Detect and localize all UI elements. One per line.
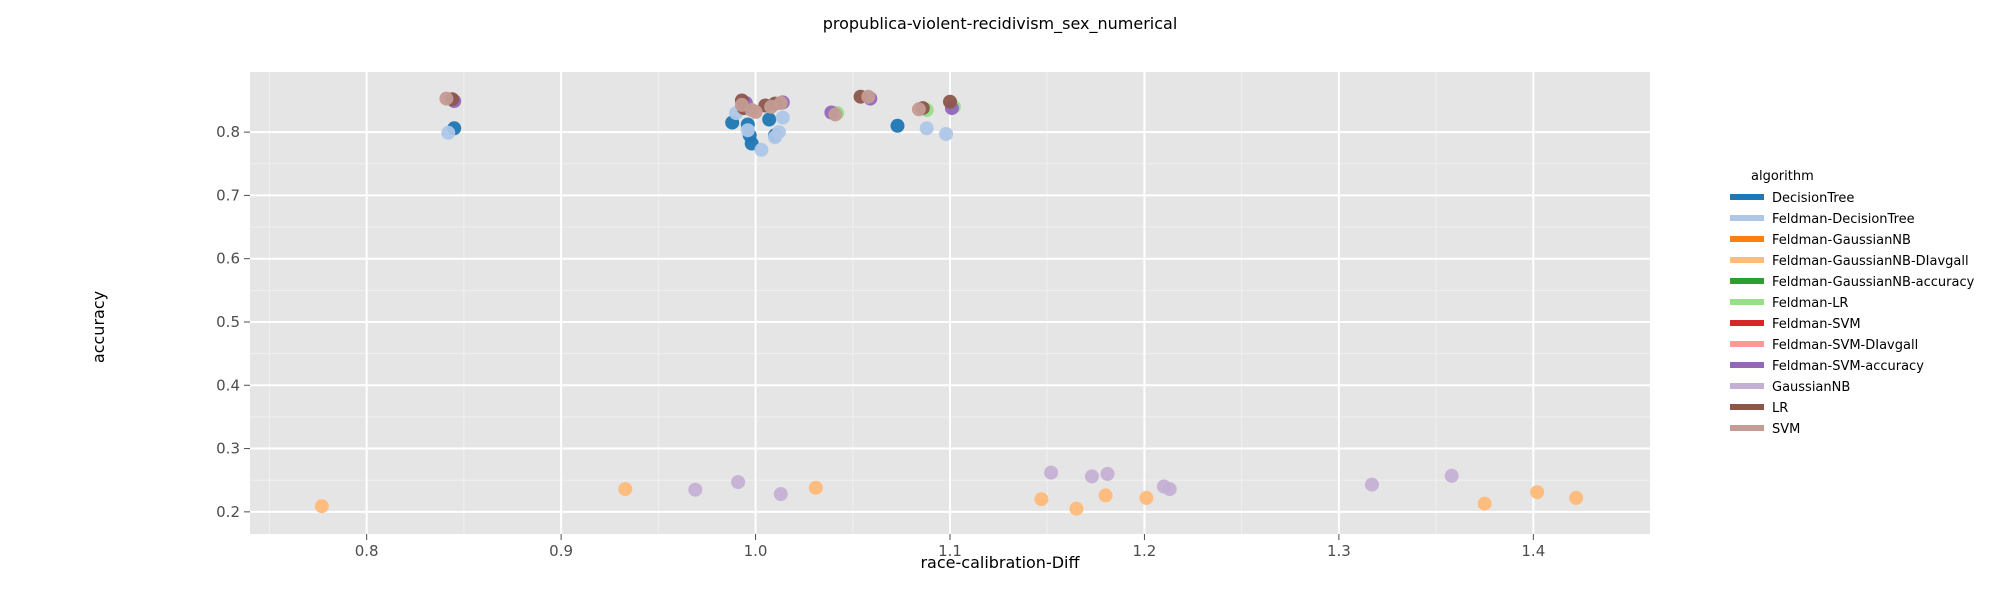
- data-point: [919, 121, 934, 136]
- data-point: [1100, 466, 1115, 481]
- data-point: [911, 102, 926, 117]
- data-point: [1444, 468, 1459, 483]
- legend-swatch: [1730, 425, 1764, 431]
- data-point: [439, 91, 454, 106]
- x-tick-label: 1.2: [1133, 542, 1157, 560]
- data-point: [1569, 490, 1584, 505]
- x-tick-label: 1.4: [1521, 542, 1545, 560]
- y-tick-label: 0.8: [216, 123, 240, 141]
- legend-entry-label: Feldman-SVM: [1772, 317, 1861, 332]
- legend-swatch: [1730, 278, 1764, 284]
- legend-entry-label: Feldman-LR: [1772, 296, 1848, 311]
- data-point: [808, 480, 823, 495]
- data-point: [1069, 501, 1084, 516]
- data-point: [773, 487, 788, 502]
- legend-entry-label: Feldman-GaussianNB-DIavgall: [1772, 254, 1969, 269]
- legend-entry-label: Feldman-SVM-DIavgall: [1772, 338, 1918, 353]
- legend-entry-label: GaussianNB: [1772, 380, 1850, 395]
- data-points: [314, 89, 1584, 516]
- y-tick-label: 0.4: [216, 376, 240, 394]
- y-tick-label: 0.3: [216, 440, 240, 458]
- x-tick-label: 0.9: [549, 542, 573, 560]
- data-point: [618, 482, 633, 497]
- data-point: [943, 94, 957, 109]
- y-tick-label: 0.5: [216, 313, 240, 331]
- x-tick-label: 1.1: [938, 542, 962, 560]
- y-tick-label: 0.6: [216, 250, 240, 268]
- data-point: [775, 110, 790, 125]
- legend-swatch: [1730, 404, 1764, 410]
- legend-swatch: [1730, 236, 1764, 242]
- data-point: [731, 475, 746, 490]
- data-point: [828, 107, 843, 122]
- axis-ticks: 0.8 0.9 1.0 1.1 1.2 1.3 1.4 0.2 0.3 0.4 0.5 0.6 0.7 0…: [216, 123, 1545, 560]
- legend-swatch: [1730, 362, 1764, 368]
- legend-swatch: [1730, 341, 1764, 347]
- data-point: [688, 482, 703, 497]
- x-tick-label: 1.0: [744, 542, 768, 560]
- legend-entry-label: Feldman-GaussianNB-accuracy: [1772, 275, 1975, 290]
- x-tick-label: 0.8: [355, 542, 379, 560]
- data-point: [762, 112, 777, 127]
- legend-entry-label: DecisionTree: [1772, 191, 1854, 206]
- data-point: [861, 89, 876, 104]
- x-axis-label: race-calibration-Diff: [920, 553, 1080, 572]
- legend-swatch: [1730, 215, 1764, 221]
- data-point: [748, 104, 763, 119]
- y-axis-label: accuracy: [89, 291, 108, 363]
- data-point: [1044, 465, 1059, 480]
- legend-swatch: [1730, 194, 1764, 200]
- legend-entry-label: LR: [1772, 401, 1788, 416]
- data-point: [1084, 469, 1099, 484]
- data-point: [314, 499, 329, 514]
- data-point: [1364, 477, 1379, 492]
- legend-entry-label: SVM: [1772, 422, 1800, 437]
- legend-swatch: [1730, 299, 1764, 305]
- data-point: [1034, 492, 1049, 507]
- data-point: [939, 127, 954, 141]
- data-point: [1477, 496, 1492, 511]
- x-tick-label: 1.3: [1327, 542, 1351, 560]
- data-point: [740, 123, 755, 138]
- legend-entry-label: Feldman-SVM-accuracy: [1772, 359, 1924, 374]
- data-point: [1098, 488, 1113, 503]
- data-point: [441, 125, 456, 140]
- legend-entry-label: Feldman-GaussianNB: [1772, 233, 1911, 248]
- legend-swatch: [1730, 320, 1764, 326]
- y-tick-label: 0.2: [216, 503, 240, 521]
- data-point: [754, 142, 769, 157]
- chart-title: propublica-violent-recidivism_sex_numeri…: [823, 14, 1178, 34]
- legend-swatch: [1730, 383, 1764, 389]
- data-point: [1139, 490, 1154, 505]
- data-point: [890, 118, 905, 133]
- legend-title: algorithm: [1751, 169, 1814, 184]
- data-point: [771, 125, 786, 140]
- data-point: [1162, 482, 1177, 497]
- legend-swatch: [1730, 257, 1764, 263]
- y-tick-label: 0.7: [216, 186, 240, 204]
- data-point: [1530, 485, 1545, 500]
- data-point: [773, 96, 788, 110]
- legend: algorithm DecisionTree Feldman-DecisionTr…: [1730, 169, 1975, 437]
- legend-entry-label: Feldman-DecisionTree: [1772, 212, 1915, 227]
